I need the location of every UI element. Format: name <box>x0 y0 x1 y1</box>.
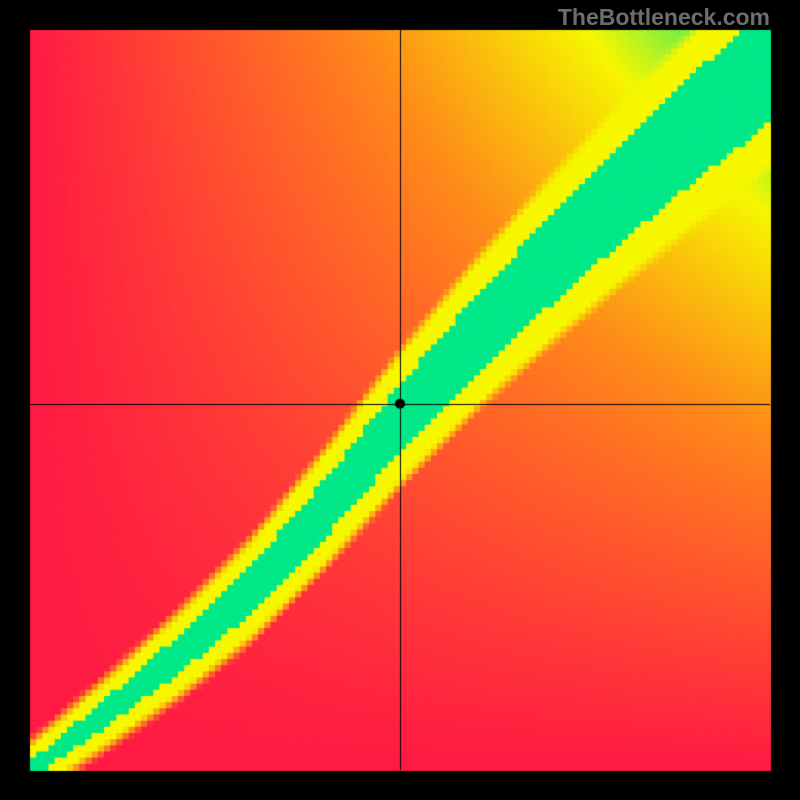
bottleneck-heatmap <box>0 0 800 800</box>
watermark-text: TheBottleneck.com <box>558 4 770 31</box>
chart-container: TheBottleneck.com <box>0 0 800 800</box>
